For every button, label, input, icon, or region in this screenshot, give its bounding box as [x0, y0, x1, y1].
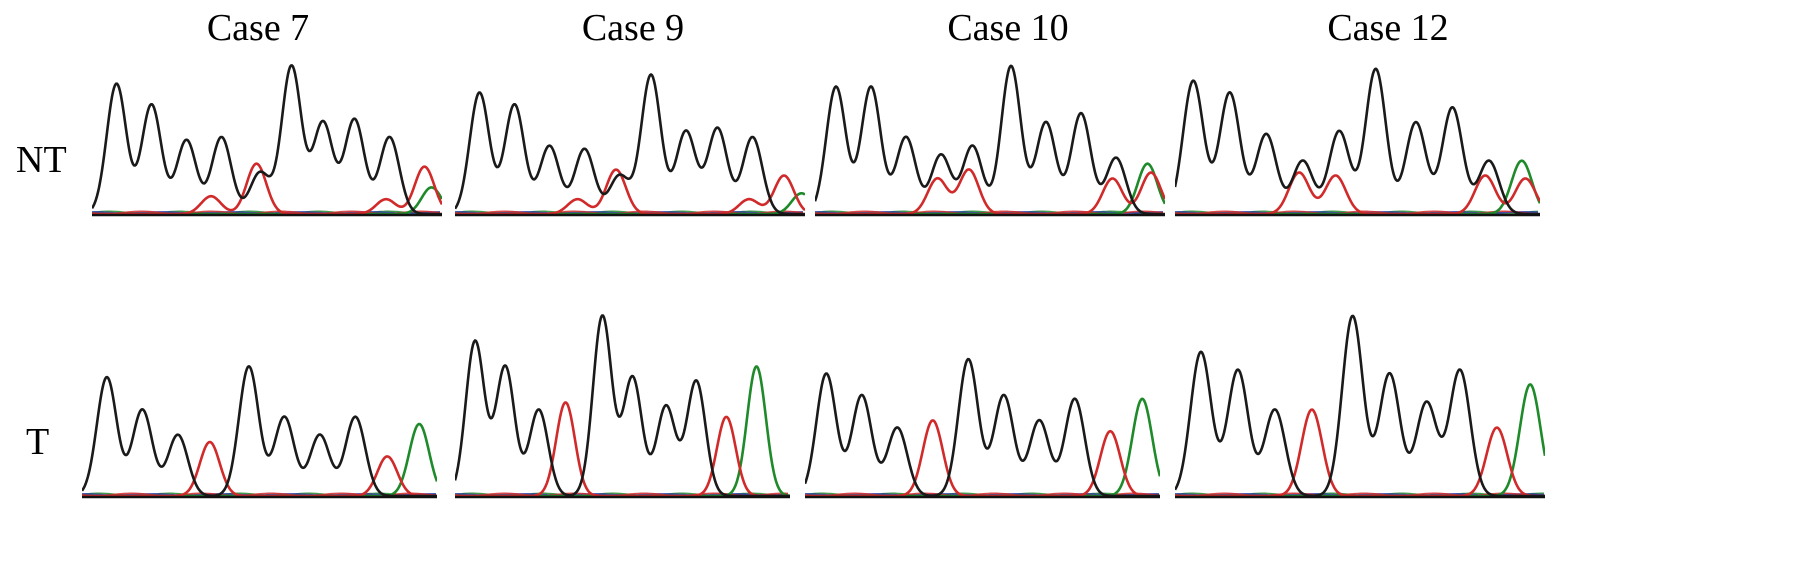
- trace-black: [805, 357, 1160, 498]
- trace-red: [455, 168, 805, 216]
- trace-green: [815, 162, 1165, 216]
- chromatogram-case-12-t: [1175, 314, 1545, 499]
- trace-black: [92, 64, 442, 216]
- column-title-case-12: Case 12: [1327, 7, 1449, 49]
- trace-red: [82, 440, 437, 498]
- chromatogram-case-12-nt: [1175, 67, 1540, 217]
- trace-black: [455, 73, 805, 216]
- trace-black: [815, 64, 1165, 216]
- chromatogram-case-10-t: [805, 357, 1160, 499]
- chromatogram-case-9-t: [455, 314, 790, 499]
- trace-green: [455, 365, 790, 498]
- trace-red: [815, 168, 1165, 216]
- row-label-t: T: [26, 421, 50, 463]
- chromatogram-case-9-nt: [455, 73, 805, 217]
- trace-green: [805, 397, 1160, 498]
- column-title-case-10: Case 10: [947, 7, 1069, 49]
- trace-black: [1175, 314, 1545, 498]
- trace-red: [1175, 171, 1540, 216]
- chromatogram-case-10-nt: [815, 64, 1165, 217]
- trace-red: [92, 162, 442, 216]
- row-label-nt: NT: [16, 139, 67, 181]
- trace-black: [1175, 67, 1540, 216]
- chromatogram-case-7-t: [82, 365, 437, 499]
- trace-red: [1175, 408, 1545, 498]
- chromatogram-case-7-nt: [92, 64, 442, 217]
- column-title-case-9: Case 9: [581, 7, 685, 49]
- trace-red: [455, 401, 790, 498]
- trace-black: [82, 365, 437, 498]
- column-title-case-7: Case 7: [206, 7, 310, 49]
